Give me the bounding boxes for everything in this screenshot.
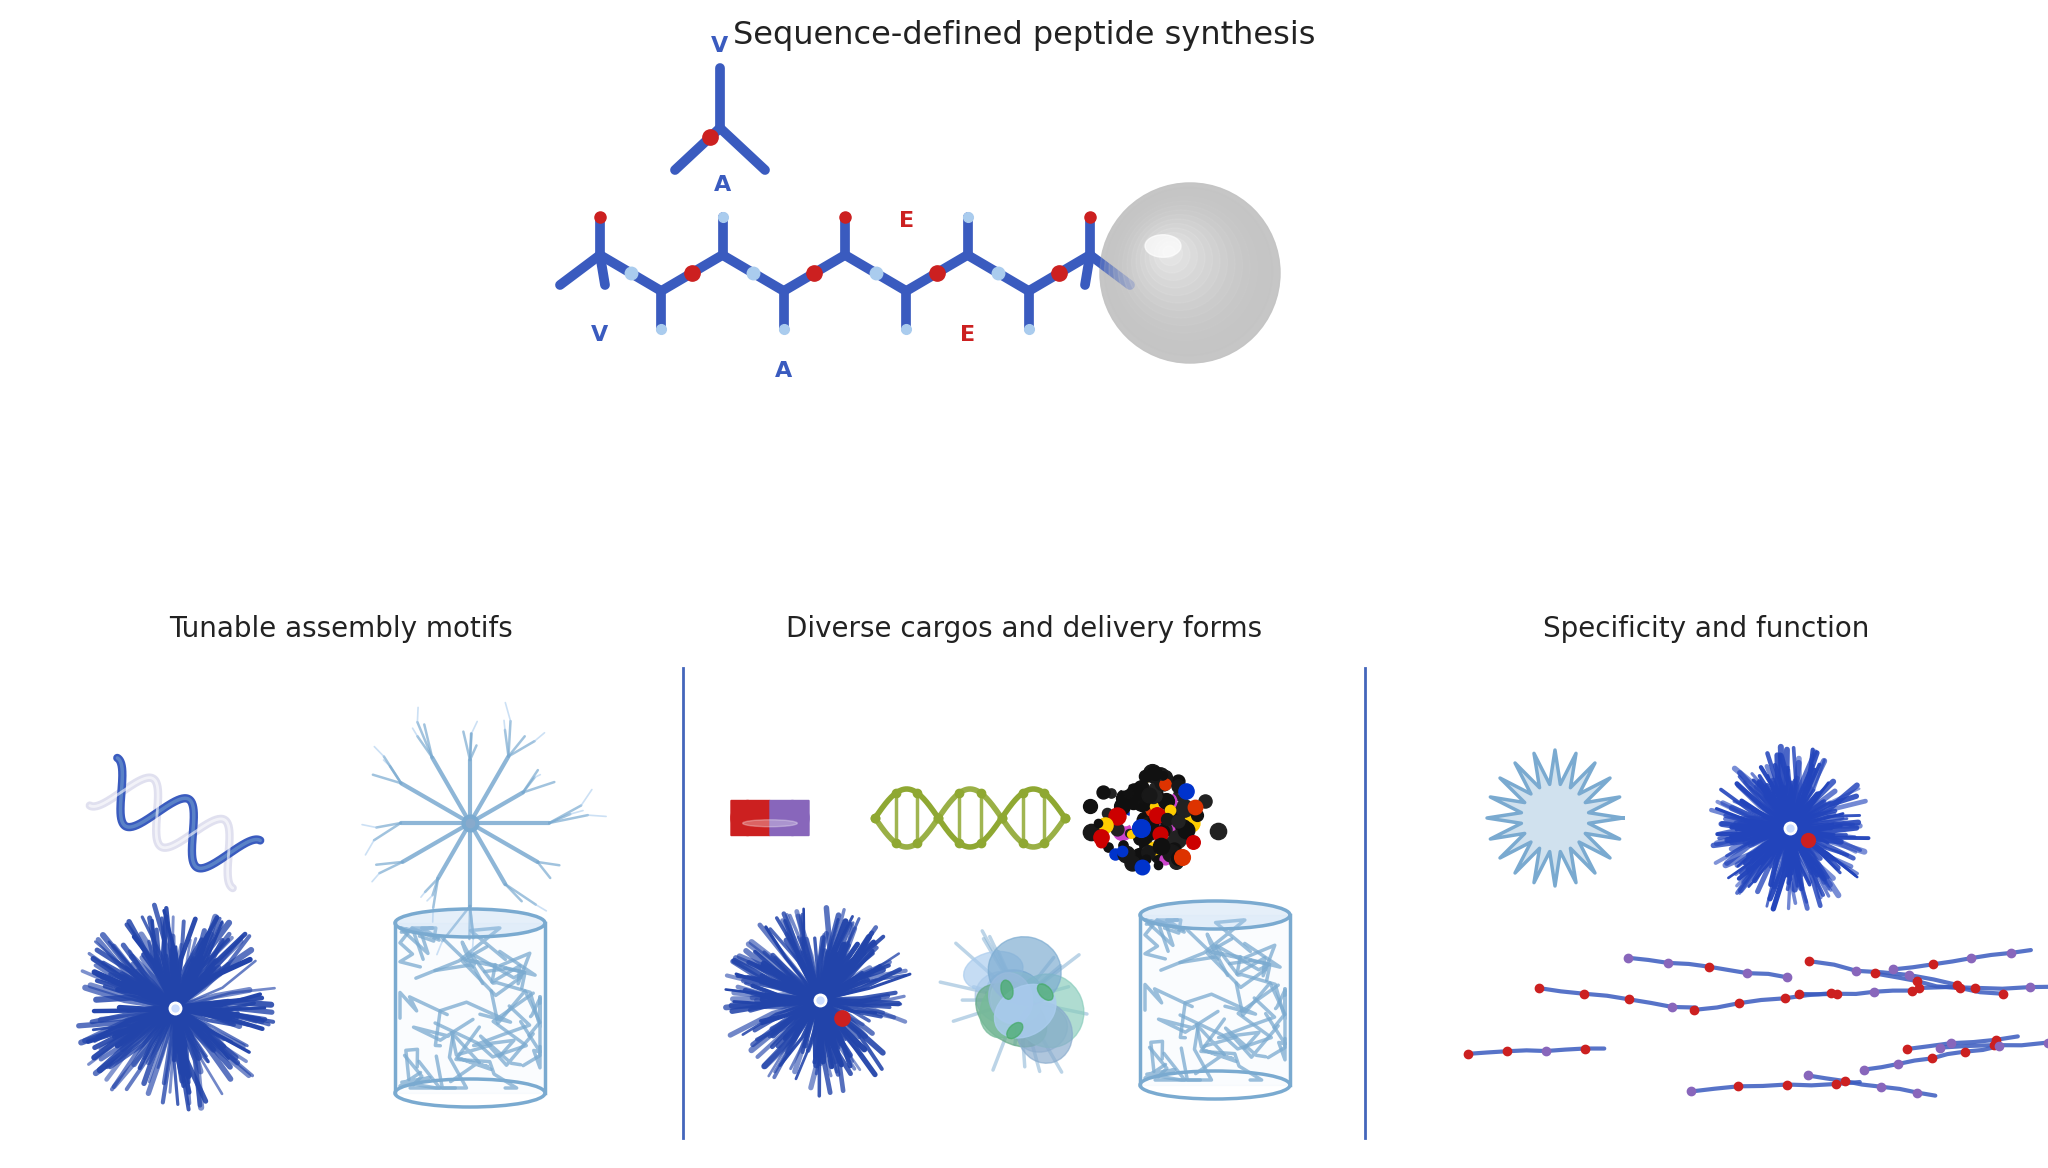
Ellipse shape bbox=[395, 909, 545, 937]
FancyBboxPatch shape bbox=[770, 800, 809, 835]
Circle shape bbox=[1100, 183, 1280, 363]
Circle shape bbox=[1104, 188, 1272, 355]
Text: Tunable assembly motifs: Tunable assembly motifs bbox=[170, 616, 512, 644]
Text: E: E bbox=[961, 325, 975, 345]
Ellipse shape bbox=[965, 952, 1022, 992]
Ellipse shape bbox=[995, 985, 1057, 1038]
Bar bbox=[1141, 915, 1290, 1085]
Ellipse shape bbox=[1001, 980, 1014, 1000]
Ellipse shape bbox=[1038, 983, 1053, 1000]
Ellipse shape bbox=[975, 972, 1036, 1024]
Text: E: E bbox=[899, 211, 913, 231]
Ellipse shape bbox=[985, 969, 1042, 1017]
Circle shape bbox=[1149, 232, 1198, 280]
Circle shape bbox=[1100, 183, 1280, 363]
Ellipse shape bbox=[989, 937, 1061, 1006]
Wedge shape bbox=[731, 800, 748, 835]
Text: V: V bbox=[592, 325, 608, 345]
Ellipse shape bbox=[1014, 974, 1083, 1048]
Circle shape bbox=[1159, 242, 1182, 265]
Circle shape bbox=[1130, 215, 1227, 311]
Ellipse shape bbox=[1145, 235, 1182, 257]
Wedge shape bbox=[791, 800, 809, 835]
Polygon shape bbox=[1487, 750, 1622, 887]
Circle shape bbox=[1145, 228, 1204, 288]
Text: Diverse cargos and delivery forms: Diverse cargos and delivery forms bbox=[786, 616, 1262, 644]
Ellipse shape bbox=[743, 820, 797, 827]
Ellipse shape bbox=[1141, 901, 1290, 929]
Ellipse shape bbox=[1008, 1022, 1022, 1038]
Ellipse shape bbox=[989, 973, 1032, 1023]
FancyBboxPatch shape bbox=[731, 800, 770, 835]
Circle shape bbox=[1137, 220, 1221, 303]
Circle shape bbox=[1114, 196, 1257, 341]
Ellipse shape bbox=[1016, 1006, 1067, 1052]
Circle shape bbox=[1153, 237, 1190, 273]
Text: Sequence-defined peptide synthesis: Sequence-defined peptide synthesis bbox=[733, 20, 1315, 51]
Circle shape bbox=[1163, 246, 1176, 258]
Circle shape bbox=[1118, 201, 1249, 333]
Ellipse shape bbox=[1018, 1002, 1073, 1063]
Circle shape bbox=[1110, 192, 1266, 348]
Ellipse shape bbox=[975, 983, 1047, 1047]
Ellipse shape bbox=[991, 972, 1042, 1024]
Circle shape bbox=[1126, 210, 1235, 318]
Text: A: A bbox=[715, 175, 731, 195]
Ellipse shape bbox=[979, 981, 1030, 1038]
Bar bbox=[395, 923, 545, 1093]
Circle shape bbox=[1122, 206, 1243, 326]
Text: A: A bbox=[774, 361, 793, 381]
Text: V: V bbox=[711, 36, 729, 56]
Circle shape bbox=[1141, 223, 1212, 296]
Polygon shape bbox=[1487, 750, 1622, 887]
Text: Specificity and function: Specificity and function bbox=[1542, 616, 1870, 644]
